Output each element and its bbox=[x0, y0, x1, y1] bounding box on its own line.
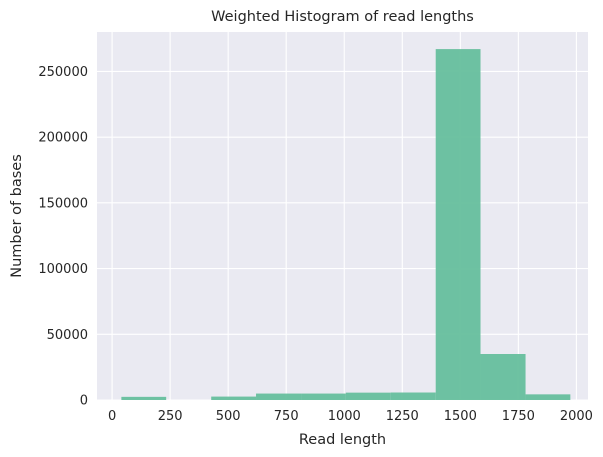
x-axis-label: Read length bbox=[299, 432, 386, 448]
histogram-bar bbox=[211, 396, 257, 400]
histogram-bar bbox=[480, 354, 526, 400]
x-tick-label: 250 bbox=[158, 409, 183, 424]
histogram-bar bbox=[301, 393, 346, 400]
x-tick-label: 1750 bbox=[502, 409, 535, 424]
x-tick-label: 750 bbox=[274, 409, 299, 424]
x-tick-label: 1500 bbox=[444, 409, 477, 424]
y-tick-label: 250000 bbox=[38, 65, 88, 80]
y-axis-label: Number of bases bbox=[9, 154, 25, 278]
y-tick-label: 50000 bbox=[47, 328, 88, 343]
plot-background bbox=[97, 32, 588, 400]
y-tick-labels: 0 50000 100000 150000 200000 250000 bbox=[38, 65, 88, 409]
x-tick-label: 2000 bbox=[560, 409, 593, 424]
y-tick-label: 150000 bbox=[38, 196, 88, 211]
x-tick-label: 1000 bbox=[328, 409, 361, 424]
histogram-bar bbox=[390, 392, 436, 400]
histogram-bars bbox=[121, 49, 571, 400]
y-tick-label: 200000 bbox=[38, 131, 88, 146]
histogram-bar bbox=[435, 49, 481, 400]
histogram-bar bbox=[345, 392, 391, 400]
histogram-bar bbox=[256, 393, 302, 400]
x-tick-label: 1250 bbox=[386, 409, 419, 424]
histogram-bar bbox=[121, 396, 167, 400]
x-tick-label: 500 bbox=[216, 409, 241, 424]
x-tick-labels: 0 250 500 750 1000 1250 1500 1750 2000 bbox=[108, 409, 593, 424]
chart-title: Weighted Histogram of read lengths bbox=[211, 9, 474, 25]
histogram-bar bbox=[525, 394, 571, 400]
y-tick-label: 0 bbox=[80, 394, 88, 409]
y-tick-label: 100000 bbox=[38, 262, 88, 277]
x-tick-label: 0 bbox=[108, 409, 116, 424]
